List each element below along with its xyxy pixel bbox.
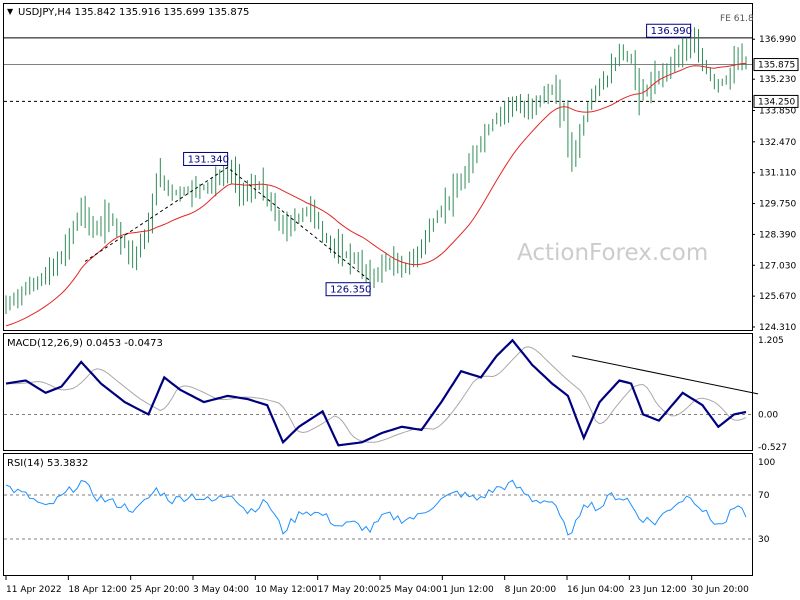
annotation-box [183, 151, 229, 166]
rsi-line [5, 479, 747, 536]
x-axis-label: 30 Jun 20:00 [692, 585, 749, 595]
rsi-y-axis: 100 70 30 [758, 458, 775, 545]
x-axis-label: 25 May 04:00 [380, 585, 442, 595]
macd-trendline [571, 355, 759, 395]
rsi-axis-label: 100 [758, 458, 775, 468]
annotation-label: 136.990 [651, 26, 692, 37]
price-axis-label: 136.990 [759, 35, 796, 45]
rsi-group [4, 479, 752, 540]
annotation-box [325, 282, 371, 297]
macd-axis-label: 1.205 [758, 336, 784, 346]
x-axis-label: 17 May 20:00 [318, 585, 380, 595]
rsi-panel[interactable] [3, 453, 753, 576]
projection-group [84, 166, 371, 282]
annotation-box [646, 23, 692, 38]
x-axis-label: 11 Apr 2022 [6, 585, 62, 595]
price-axis-label: 135.230 [759, 75, 796, 85]
macd-y-axis: 1.205 0.00 -0.527 [758, 336, 787, 453]
x-axis-label: 8 Jun 20:00 [505, 585, 557, 595]
x-axis-label: 1 Jun 12:00 [442, 585, 494, 595]
rsi-title: RSI(14) 53.3832 [7, 458, 88, 469]
macd-panel[interactable] [3, 333, 753, 451]
x-axis: 11 Apr 2022 18 Apr 12:00 25 Apr 20:00 3 May… [5, 576, 749, 595]
price-level-tag [753, 94, 799, 108]
annotation-label: 131.340 [188, 154, 229, 165]
price-axis-label: 133.850 [759, 107, 796, 117]
rsi-axis-label: 70 [758, 491, 770, 501]
macd-axis-label: 0.00 [758, 410, 778, 420]
x-axis-label: 18 Apr 12:00 [68, 585, 127, 595]
price-axis-label: 127.030 [759, 261, 796, 271]
price-level-tag-label: 134.250 [758, 97, 795, 107]
macd-group [4, 338, 759, 447]
price-axis-label: 128.390 [759, 230, 796, 240]
price-axis-label: 131.110 [759, 169, 796, 179]
price-level-tag [753, 58, 799, 72]
macd-axis-label: -0.527 [758, 443, 787, 453]
sma-line-group [5, 62, 747, 327]
symbol-header-collapse-icon[interactable]: ▼ [7, 7, 14, 16]
price-axis-label: 125.670 [759, 292, 796, 302]
symbol-header: USDJPY,H4 135.842 135.916 135.699 135.87… [18, 7, 249, 18]
price-axis-label: 124.310 [759, 323, 796, 333]
annotation-group: 131.340 126.350 136.990 [183, 23, 692, 297]
price-labels: 135.875 134.250 [753, 58, 799, 108]
macd-signal-line [6, 346, 747, 443]
projection-line [84, 166, 371, 282]
annotation-label: 126.350 [330, 285, 371, 296]
x-axis-label: 10 May 12:00 [255, 585, 317, 595]
watermark: ActionForex.com [517, 240, 708, 266]
price-level-tag-label: 135.875 [758, 61, 795, 71]
x-axis-label: 3 May 04:00 [193, 585, 249, 595]
x-axis-label: 23 Jun 12:00 [629, 585, 686, 595]
price-axis-label: 129.750 [759, 200, 796, 210]
price-y-axis: 136.990 135.230 133.850 132.470 131.110 129.7… [752, 35, 796, 333]
price-axis-label: 132.470 [759, 138, 796, 148]
macd-title: MACD(12,26,9) 0.0453 -0.0473 [7, 338, 163, 349]
fe-label: FE 61.8 [720, 14, 754, 24]
rsi-axis-label: 30 [758, 535, 770, 545]
price-levels [4, 37, 752, 102]
x-axis-label: 25 Apr 20:00 [131, 585, 190, 595]
macd-line [5, 338, 747, 447]
x-axis-label: 16 Jun 04:00 [567, 585, 624, 595]
sma-line [5, 62, 747, 327]
